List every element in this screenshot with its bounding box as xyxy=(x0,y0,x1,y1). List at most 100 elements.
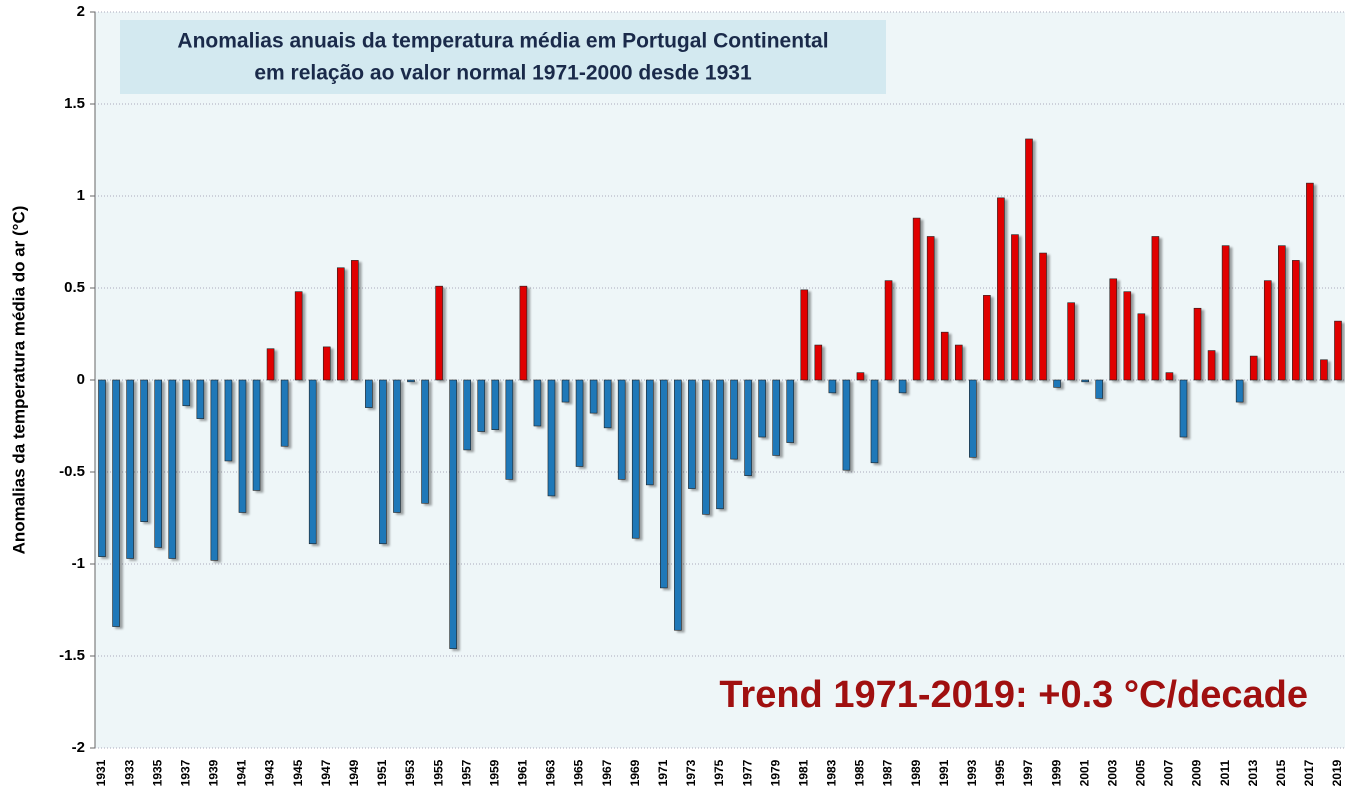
bar xyxy=(112,379,120,627)
bar xyxy=(940,331,949,381)
bar xyxy=(182,379,191,407)
bar xyxy=(308,379,317,545)
x-tick-label: 1989 xyxy=(909,759,923,786)
bar xyxy=(477,379,486,432)
title-box xyxy=(120,20,886,94)
x-tick-label: 1947 xyxy=(319,759,333,786)
bar xyxy=(266,348,275,381)
x-tick-label: 1985 xyxy=(853,759,867,786)
bar xyxy=(252,379,261,491)
x-tick-label: 1977 xyxy=(740,759,754,786)
x-tick-label: 1945 xyxy=(291,759,305,786)
bar xyxy=(969,379,977,458)
x-tick-label: 1983 xyxy=(825,759,839,786)
y-tick-label: 0 xyxy=(77,371,85,388)
bar xyxy=(561,379,570,403)
bar xyxy=(898,379,907,394)
bar xyxy=(954,344,963,381)
bar xyxy=(224,379,233,462)
x-tick-label: 1931 xyxy=(94,759,108,786)
bar xyxy=(322,346,331,381)
bar xyxy=(842,379,851,471)
x-tick-label: 1949 xyxy=(347,759,361,786)
bar xyxy=(772,379,780,456)
y-tick-label: -2 xyxy=(72,739,85,756)
bar xyxy=(983,295,991,381)
y-tick-label: -1.5 xyxy=(59,647,85,664)
bar xyxy=(463,379,471,451)
x-tick-label: 1959 xyxy=(487,759,501,786)
x-tick-label: 2013 xyxy=(1246,759,1260,786)
bar xyxy=(828,379,837,394)
bar xyxy=(238,379,247,513)
bar xyxy=(1221,245,1230,381)
bar xyxy=(1053,379,1061,388)
bar xyxy=(702,379,710,515)
bar xyxy=(912,217,921,381)
bar xyxy=(1039,252,1047,381)
bar xyxy=(631,379,640,539)
bar xyxy=(1067,302,1075,381)
bar xyxy=(716,379,724,510)
bar xyxy=(1095,379,1104,399)
bar xyxy=(393,379,401,513)
x-tick-label: 2001 xyxy=(1077,759,1091,786)
x-tick-label: 1973 xyxy=(684,759,698,786)
x-tick-label: 1937 xyxy=(178,759,192,786)
bar xyxy=(449,379,457,649)
bar xyxy=(196,379,205,419)
x-tick-label: 2017 xyxy=(1302,759,1316,786)
bar xyxy=(688,379,696,489)
bar xyxy=(1123,291,1132,381)
bar xyxy=(1235,379,1244,403)
bar xyxy=(645,379,654,486)
x-tick-label: 2007 xyxy=(1162,759,1176,786)
bar xyxy=(997,197,1005,381)
bar xyxy=(603,379,612,429)
bar xyxy=(168,379,177,559)
bar xyxy=(1193,307,1202,381)
chart-title: Anomalias anuais da temperatura média em… xyxy=(177,30,828,53)
bar xyxy=(1334,320,1342,381)
x-tick-label: 1955 xyxy=(431,759,445,786)
bar xyxy=(1081,379,1089,383)
bar xyxy=(1137,313,1146,381)
bar xyxy=(407,379,415,383)
bar xyxy=(660,379,668,589)
bar xyxy=(674,379,682,631)
bar xyxy=(294,291,303,381)
x-tick-label: 1941 xyxy=(235,759,249,786)
bar xyxy=(1263,280,1272,381)
x-tick-label: 1991 xyxy=(937,759,951,786)
x-tick-label: 1957 xyxy=(459,759,473,786)
bar xyxy=(1025,138,1033,381)
y-tick-label: 1 xyxy=(77,187,85,204)
bar xyxy=(1165,372,1174,381)
x-tick-label: 2009 xyxy=(1190,759,1204,786)
x-tick-label: 2005 xyxy=(1134,759,1148,786)
x-tick-label: 1953 xyxy=(403,759,417,786)
x-tick-label: 1935 xyxy=(150,759,164,786)
bar xyxy=(140,379,148,522)
bar xyxy=(870,379,879,464)
x-tick-label: 1987 xyxy=(881,759,895,786)
bar xyxy=(435,285,443,381)
x-tick-label: 1943 xyxy=(263,759,277,786)
bar xyxy=(758,379,766,438)
y-tick-label: 0.5 xyxy=(64,279,85,296)
x-tick-label: 1979 xyxy=(768,759,782,786)
bar xyxy=(814,344,823,381)
bar xyxy=(547,379,556,497)
bar xyxy=(491,379,500,430)
y-axis-label: Anomalias da temperatura média do ar (°C… xyxy=(9,206,28,555)
bar xyxy=(365,379,373,408)
x-tick-label: 1997 xyxy=(1021,759,1035,786)
bar xyxy=(1306,182,1314,381)
bar xyxy=(575,379,584,467)
x-tick-label: 1969 xyxy=(628,759,642,786)
bar xyxy=(884,280,893,381)
bar xyxy=(1320,359,1328,381)
x-tick-label: 1975 xyxy=(712,759,726,786)
bar xyxy=(1151,236,1160,381)
